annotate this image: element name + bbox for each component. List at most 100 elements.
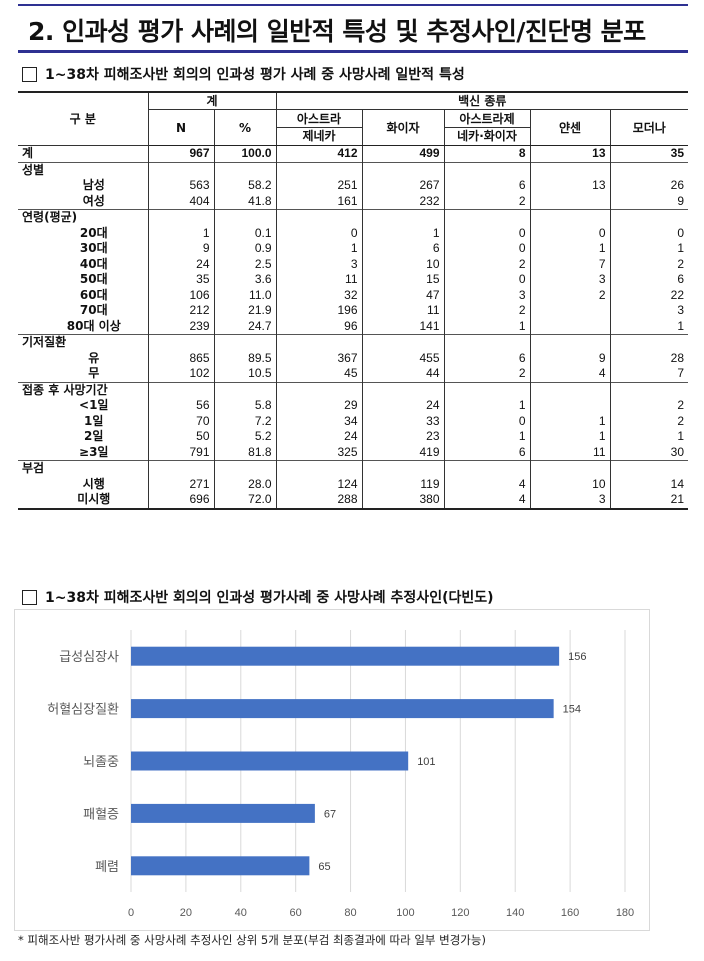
- cell-value: 2: [609, 413, 689, 429]
- checkbox-icon: [22, 589, 37, 605]
- cell-value: 0: [443, 272, 531, 288]
- cell-value: [609, 161, 689, 178]
- cell-value: 14: [609, 476, 689, 492]
- cell-value: 15: [361, 272, 445, 288]
- cell-value: 32: [275, 287, 363, 303]
- x-tick-label: 160: [561, 907, 579, 919]
- table-row: 50대 35 3.6 11 15 0 3 6: [18, 272, 689, 288]
- header-vaccine-line2: 네카·화이자: [444, 127, 530, 144]
- header-vaccine-line1: 아스트라제: [459, 112, 515, 126]
- cell-value: 50: [147, 429, 215, 445]
- cell-value: 9: [609, 193, 689, 210]
- cell-value: 967: [147, 145, 215, 162]
- table-row: 60대 106 11.0 32 47 3 2 22: [18, 287, 689, 303]
- header-vaccine-0: 아스트라 제네카: [275, 109, 363, 146]
- chart-heading-text: 1~38차 피해조사반 회의의 인과성 평가사례 중 사망사례 추정사인(다빈도…: [45, 590, 494, 606]
- cell-value: 35: [609, 145, 689, 162]
- row-label: 여성: [18, 193, 149, 210]
- cell-value: [609, 209, 689, 226]
- cell-value: 0: [443, 225, 531, 241]
- cell-value: 0.9: [213, 241, 277, 257]
- cell-value: 2: [529, 287, 611, 303]
- cell-value: 24: [361, 398, 445, 414]
- cell-value: 2: [443, 193, 531, 210]
- row-label: 계: [18, 145, 149, 162]
- cell-value: 271: [147, 476, 215, 492]
- bar: [131, 803, 315, 823]
- cell-value: 24: [147, 256, 215, 272]
- table-row: 남성 563 58.2 251 267 6 13 26: [18, 178, 689, 194]
- cell-value: 0: [529, 225, 611, 241]
- cell-value: 22: [609, 287, 689, 303]
- data-label: 154: [563, 704, 581, 716]
- cell-value: 6: [609, 272, 689, 288]
- cell-value: [529, 334, 611, 351]
- bar: [131, 646, 560, 666]
- cell-value: 30: [609, 444, 689, 461]
- cell-value: [609, 381, 689, 398]
- cell-value: 0: [609, 225, 689, 241]
- cell-value: 212: [147, 303, 215, 319]
- cell-value: 0: [443, 241, 531, 257]
- cell-value: 41.8: [213, 193, 277, 210]
- header-vaccine-1: 화이자: [361, 109, 445, 146]
- row-label: 연령(평균): [18, 209, 149, 226]
- cell-value: [361, 381, 445, 398]
- title-rule: [18, 50, 688, 53]
- header-vaccine-line2: 제네카: [276, 127, 362, 144]
- cell-value: 161: [275, 193, 363, 210]
- header-pct: %: [213, 109, 277, 146]
- cell-value: [529, 460, 611, 477]
- cell-value: 2.5: [213, 256, 277, 272]
- cell-value: [213, 334, 277, 351]
- cell-value: 1: [609, 318, 689, 335]
- cell-value: 47: [361, 287, 445, 303]
- table-row: 계 967 100.0 412 499 8 13 35: [18, 145, 689, 162]
- cell-value: 419: [361, 444, 445, 461]
- row-label: 미시행: [18, 492, 149, 510]
- cell-value: [147, 460, 215, 477]
- cell-value: 21.9: [213, 303, 277, 319]
- header-vaccine: 백신 종류: [275, 91, 689, 110]
- cell-value: 11: [361, 303, 445, 319]
- cell-value: 24: [275, 429, 363, 445]
- cell-value: [147, 334, 215, 351]
- table-heading: 1~38차 피해조사반 회의의 인과성 평가 사례 중 사망사례 일반적 특성: [22, 64, 465, 84]
- category-label: 허혈심장질환: [47, 703, 119, 718]
- table-row: 70대 212 21.9 196 11 2 3: [18, 303, 689, 319]
- cell-value: 119: [361, 476, 445, 492]
- row-label: <1일: [18, 398, 149, 414]
- characteristics-table: 구 분 계 백신 종류 N % 아스트라 제네카 화이자 아스트라제 네카·화이자 얀센 모…: [18, 91, 689, 510]
- cell-value: 6: [443, 178, 531, 194]
- cell-value: 288: [275, 492, 363, 510]
- cell-value: 13: [529, 145, 611, 162]
- cell-value: 3: [529, 492, 611, 510]
- table-row: 유 865 89.5 367 455 6 9 28: [18, 350, 689, 366]
- cell-value: 1: [147, 225, 215, 241]
- x-tick-label: 80: [344, 907, 356, 919]
- bar: [131, 856, 310, 876]
- cell-value: 8: [443, 145, 531, 162]
- cell-value: [443, 460, 531, 477]
- cell-value: 0: [275, 225, 363, 241]
- cell-value: [275, 381, 363, 398]
- category-label: 급성심장사: [59, 650, 119, 665]
- table-row: 부검: [18, 460, 689, 477]
- cell-value: [361, 334, 445, 351]
- cell-value: 11: [529, 444, 611, 461]
- cell-value: [213, 381, 277, 398]
- cell-value: 141: [361, 318, 445, 335]
- cell-value: 251: [275, 178, 363, 194]
- header-vaccine-4: 모더나: [609, 109, 689, 146]
- cell-value: [275, 460, 363, 477]
- header-category: 구 분: [18, 91, 149, 146]
- cell-value: 1: [361, 225, 445, 241]
- cell-value: [529, 303, 611, 319]
- cell-value: 2: [443, 366, 531, 382]
- cell-value: [443, 381, 531, 398]
- footnote: * 피해조사반 평가사례 중 사망사례 추정사인 상위 5개 분포(부검 최종결…: [18, 933, 486, 947]
- table-row: 무 102 10.5 45 44 2 4 7: [18, 366, 689, 382]
- category-label: 폐렴: [95, 860, 119, 875]
- cell-value: [361, 460, 445, 477]
- cell-value: [275, 161, 363, 178]
